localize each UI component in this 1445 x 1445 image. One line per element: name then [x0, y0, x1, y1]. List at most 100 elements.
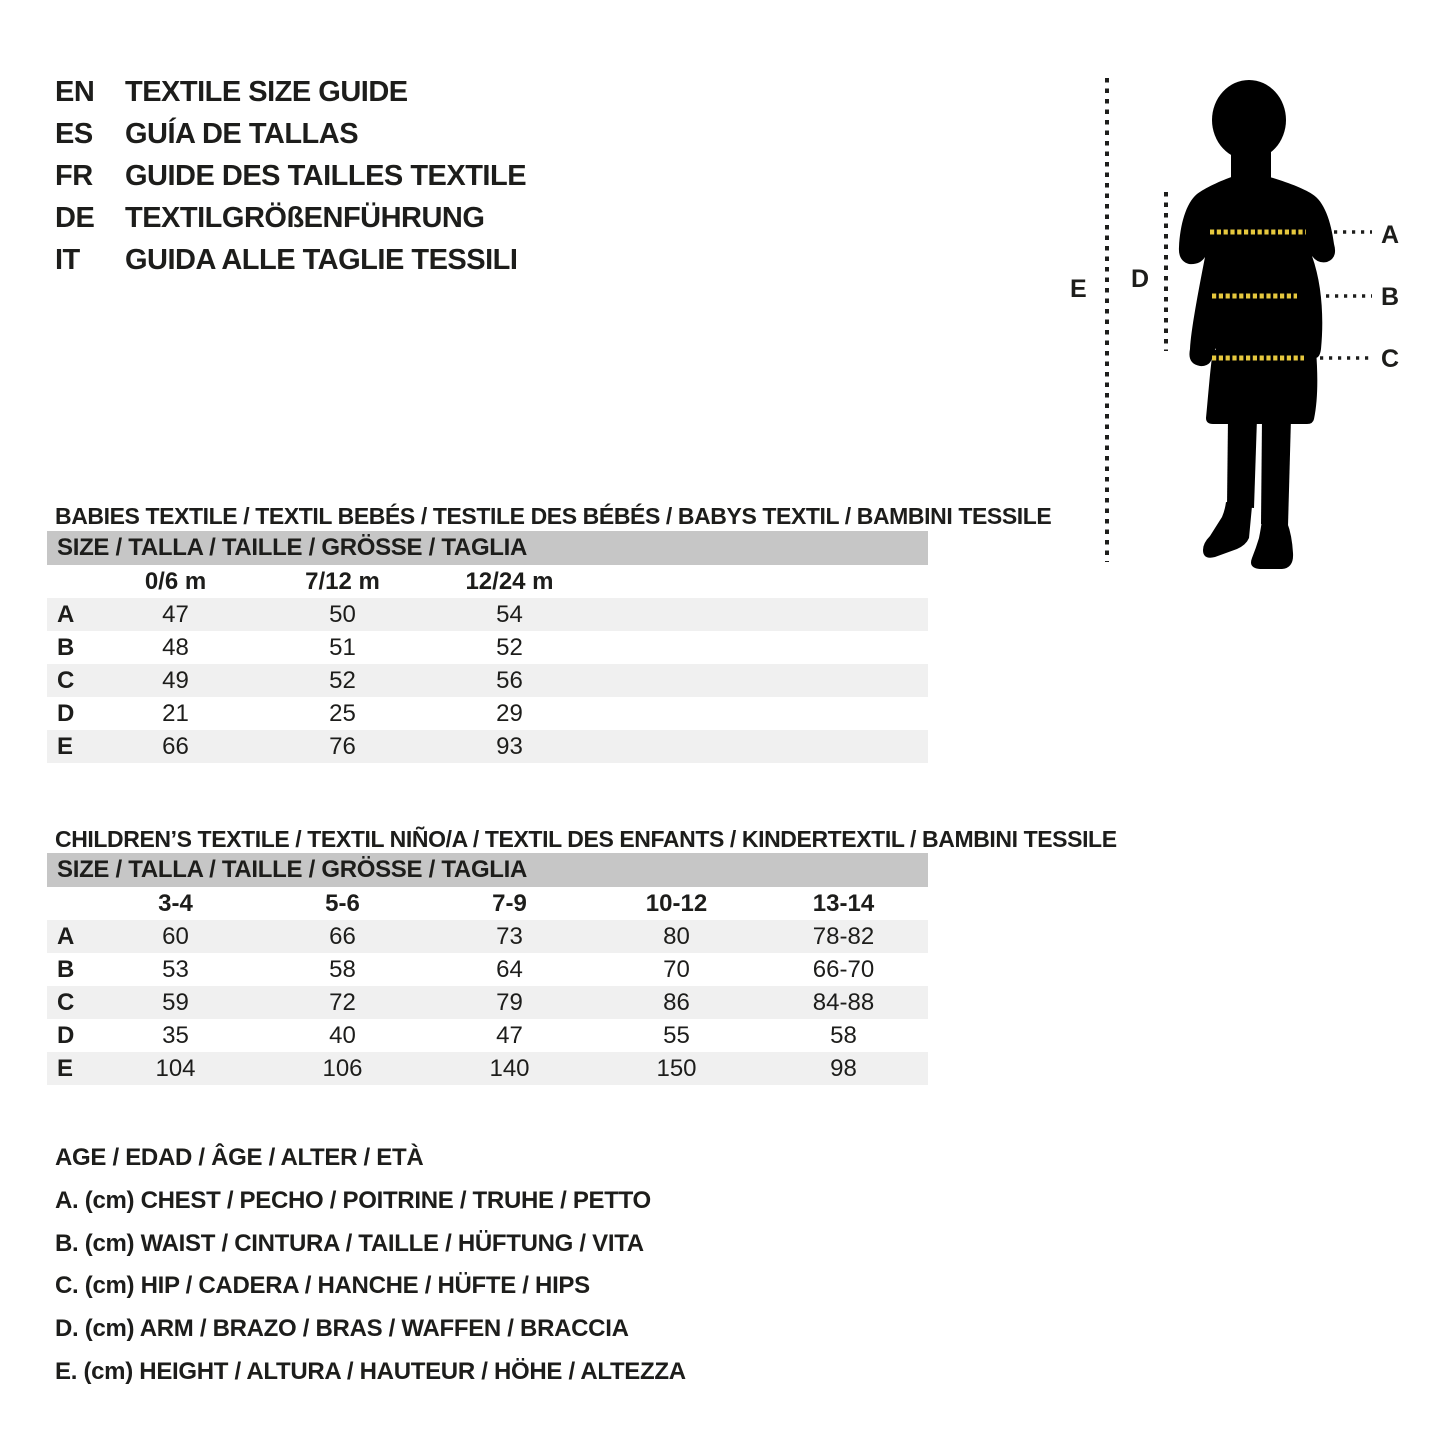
figure-label-b: B: [1381, 283, 1399, 311]
lang-code-de: DE: [55, 202, 95, 234]
lang-code-en: EN: [55, 76, 95, 108]
cell-value: 86: [663, 989, 690, 1016]
title-row-es: ES GUÍA DE TALLAS: [55, 113, 526, 155]
cell-value: 73: [496, 923, 523, 950]
babies-table-header-bar: SIZE / TALLA / TAILLE / GRÖSSE / TAGLIA: [47, 531, 928, 565]
column-header: 0/6 m: [144, 568, 207, 595]
cell-value: 54: [496, 601, 523, 628]
title-row-en: EN TEXTILE SIZE GUIDE: [55, 71, 526, 113]
cell-value: 60: [162, 923, 189, 950]
cell-value: 66: [329, 923, 356, 950]
row-label: B: [57, 634, 75, 661]
children-size-table: SIZE / TALLA / TAILLE / GRÖSSE / TAGLIA …: [47, 853, 928, 1085]
legend-waist: B. (cm) WAIST / CINTURA / TAILLE / HÜFTU…: [55, 1229, 644, 1257]
column-header: 3-4: [158, 890, 193, 917]
legend-chest: A. (cm) CHEST / PECHO / POITRINE / TRUHE…: [55, 1186, 651, 1214]
cell-value: 58: [329, 956, 356, 983]
cell-value: 72: [329, 989, 356, 1016]
cell-value: 21: [162, 700, 189, 727]
cell-value: 66: [162, 733, 189, 760]
cell-value: 76: [329, 733, 356, 760]
cell-value: 49: [162, 667, 189, 694]
cell-value: 84-88: [812, 989, 875, 1016]
cell-value: 93: [496, 733, 523, 760]
column-header: 10-12: [645, 890, 708, 917]
column-header: 13-14: [812, 890, 875, 917]
measurement-figure: A B C D E: [1040, 60, 1440, 580]
cell-value: 98: [830, 1055, 857, 1082]
cell-value: 55: [663, 1022, 690, 1049]
cell-value: 47: [162, 601, 189, 628]
table-row-c: C 59 72 79 86 84-88: [47, 986, 928, 1019]
cell-value: 70: [663, 956, 690, 983]
row-label: E: [57, 1055, 74, 1082]
row-label: E: [57, 733, 74, 760]
cell-value: 51: [329, 634, 356, 661]
lang-code-fr: FR: [55, 160, 93, 192]
cell-value: 47: [496, 1022, 523, 1049]
table-row-c: C 49 52 56: [47, 664, 928, 697]
children-table-header-bar: SIZE / TALLA / TAILLE / GRÖSSE / TAGLIA: [47, 853, 928, 887]
cell-value: 50: [329, 601, 356, 628]
row-label: A: [57, 923, 75, 950]
children-section-heading: CHILDREN’S TEXTILE / TEXTIL NIÑO/A / TEX…: [55, 826, 1117, 853]
title-row-de: DE TEXTILGRÖßENFÜHRUNG: [55, 197, 526, 239]
row-label: C: [57, 667, 75, 694]
table-row-e: E 104 106 140 150 98: [47, 1052, 928, 1085]
cell-value: 59: [162, 989, 189, 1016]
table-row-a: A 47 50 54: [47, 598, 928, 631]
cell-value: 56: [496, 667, 523, 694]
row-label: B: [57, 956, 75, 983]
figure-label-d: D: [1131, 265, 1149, 293]
column-header: 12/24 m: [465, 568, 554, 595]
children-column-header-row: 3-4 5-6 7-9 10-12 13-14: [47, 887, 928, 920]
cell-value: 25: [329, 700, 356, 727]
cell-value: 35: [162, 1022, 189, 1049]
legend-age: AGE / EDAD / ÂGE / ALTER / ETÀ: [55, 1144, 424, 1171]
child-silhouette: [1178, 80, 1336, 569]
language-title-block: EN TEXTILE SIZE GUIDE ES GUÍA DE TALLAS …: [55, 71, 527, 281]
cell-value: 66-70: [812, 956, 875, 983]
table-row-d: D 35 40 47 55 58: [47, 1019, 928, 1052]
cell-value: 52: [329, 667, 356, 694]
legend-arm: D. (cm) ARM / BRAZO / BRAS / WAFFEN / BR…: [55, 1315, 629, 1343]
cell-value: 48: [162, 634, 189, 661]
cell-value: 58: [830, 1022, 857, 1049]
babies-section-heading: BABIES TEXTILE / TEXTIL BEBÉS / TESTILE …: [55, 503, 1052, 530]
cell-value: 79: [496, 989, 523, 1016]
row-label: D: [57, 700, 75, 727]
cell-value: 78-82: [812, 923, 875, 950]
corner-cell: [47, 887, 92, 920]
measurement-legend: AGE / EDAD / ÂGE / ALTER / ETÀ A. (cm) C…: [55, 1137, 686, 1394]
column-header: 7-9: [492, 890, 527, 917]
table-row-b: B 53 58 64 70 66-70: [47, 953, 928, 986]
title-en: TEXTILE SIZE GUIDE: [125, 76, 408, 108]
row-label: A: [57, 601, 75, 628]
babies-size-table: SIZE / TALLA / TAILLE / GRÖSSE / TAGLIA …: [47, 531, 928, 763]
table-row-b: B 48 51 52: [47, 631, 928, 664]
cell-value: 53: [162, 956, 189, 983]
cell-value: 52: [496, 634, 523, 661]
figure-label-c: C: [1381, 345, 1399, 373]
title-es: GUÍA DE TALLAS: [125, 118, 359, 150]
figure-label-e: E: [1070, 275, 1087, 303]
table-row-a: A 60 66 73 80 78-82: [47, 920, 928, 953]
babies-column-header-row: 0/6 m 7/12 m 12/24 m: [47, 565, 928, 598]
title-row-fr: FR GUIDE DES TAILLES TEXTILE: [55, 155, 527, 197]
cell-value: 64: [496, 956, 523, 983]
title-fr: GUIDE DES TAILLES TEXTILE: [125, 160, 527, 192]
legend-hip: C. (cm) HIP / CADERA / HANCHE / HÜFTE / …: [55, 1272, 590, 1300]
cell-value: 29: [496, 700, 523, 727]
lang-code-es: ES: [55, 118, 93, 150]
corner-cell: [47, 565, 92, 598]
cell-value: 106: [322, 1055, 363, 1082]
table-row-e: E 66 76 93: [47, 730, 928, 763]
column-header: 5-6: [325, 890, 360, 917]
figure-label-a: A: [1381, 221, 1399, 249]
cell-value: 104: [155, 1055, 196, 1082]
table-row-d: D 21 25 29: [47, 697, 928, 730]
cell-value: 140: [489, 1055, 530, 1082]
title-de: TEXTILGRÖßENFÜHRUNG: [125, 202, 485, 234]
cell-value: 150: [656, 1055, 697, 1082]
